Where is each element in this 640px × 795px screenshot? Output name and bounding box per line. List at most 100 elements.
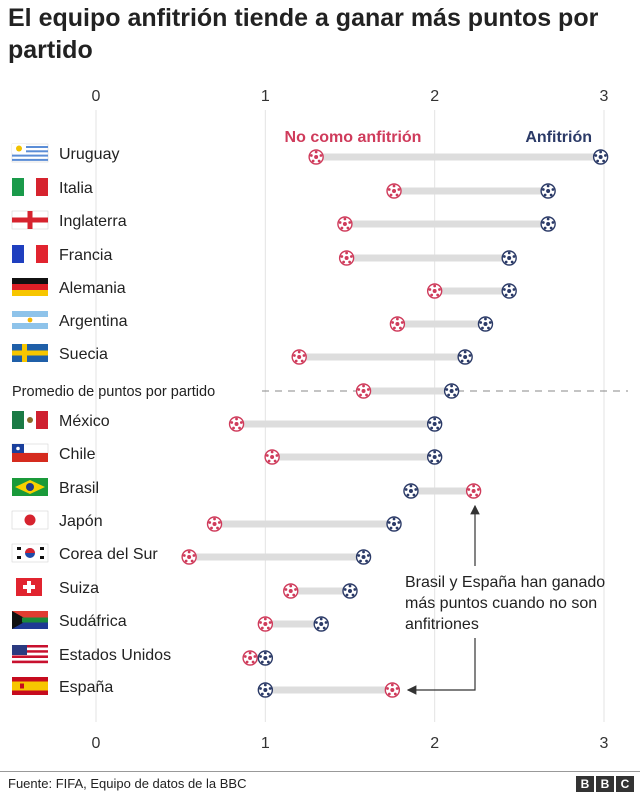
- point-not-host-patch: [340, 226, 344, 230]
- flag-sun: [27, 317, 33, 323]
- flag-band: [12, 323, 48, 329]
- point-host-patch: [404, 488, 408, 491]
- point-host-patch: [432, 455, 437, 459]
- flag-stripe: [12, 652, 48, 656]
- point-not-host-patch: [187, 550, 191, 554]
- point-not-host-patch: [267, 459, 271, 463]
- point-not-host-patch: [289, 584, 293, 588]
- point-not-host-patch: [397, 188, 401, 191]
- point-not-host-patch: [235, 417, 238, 421]
- point-not-host-patch: [343, 217, 347, 221]
- chart-row: Promedio de puntos por partido: [12, 383, 628, 400]
- point-host-patch: [430, 459, 434, 463]
- bbc-logo-letter: B: [596, 776, 614, 792]
- mexico-flag: [12, 411, 48, 429]
- flag-pall: [22, 617, 48, 623]
- point-host-patch: [395, 526, 399, 530]
- point-not-host-patch: [294, 359, 298, 363]
- point-not-host-patch: [392, 189, 397, 193]
- point-not-host-patch: [263, 617, 267, 621]
- point-not-host-patch: [314, 150, 318, 154]
- point-not-host-patch: [432, 289, 437, 293]
- footer-divider: [0, 771, 640, 772]
- point-host-patch: [543, 193, 547, 197]
- point-not-host-patch: [245, 660, 249, 664]
- point-not-host-patch: [210, 526, 213, 530]
- point-host-patch: [316, 626, 320, 630]
- argentina-flag: [12, 311, 48, 329]
- point-not-host-patch: [292, 593, 296, 597]
- point-host-patch: [484, 317, 487, 321]
- point-host-patch: [365, 559, 368, 563]
- point-host-patch: [507, 284, 511, 288]
- point-not-host-patch: [430, 293, 434, 297]
- point-host-patch: [507, 256, 512, 260]
- chart-row: Chile: [11, 443, 443, 465]
- point-host-patch: [453, 393, 456, 397]
- point-not-host-patch: [302, 354, 306, 357]
- point-not-host-patch: [342, 222, 347, 226]
- x-tick-label-top: 3: [600, 88, 609, 105]
- point-not-host-patch: [216, 526, 219, 530]
- point-host-patch: [436, 426, 440, 430]
- point-host-patch: [392, 522, 397, 526]
- point-host-patch: [259, 655, 262, 658]
- source-note: Fuente: FIFA, Equipo de datos de la BBC: [8, 776, 247, 791]
- point-not-host-patch: [395, 322, 400, 326]
- italy-flag: [12, 178, 48, 196]
- country-label: Inglaterra: [59, 213, 127, 230]
- point-host-patch: [450, 384, 453, 388]
- point-host-patch: [481, 326, 484, 330]
- point-host-patch: [488, 321, 492, 324]
- point-not-host-patch: [396, 317, 399, 321]
- point-host-patch: [546, 189, 551, 193]
- point-host-patch: [263, 651, 267, 655]
- flag-band: [12, 311, 48, 317]
- point-not-host-patch: [217, 521, 221, 524]
- point-host-patch: [361, 555, 366, 559]
- flag-stripe: [12, 655, 48, 658]
- annotation-text: Brasil y España han ganado más puntos cu…: [405, 574, 606, 633]
- point-host-patch: [389, 526, 393, 530]
- chart-row: Inglaterra: [11, 210, 556, 232]
- chile-flag: [11, 443, 49, 462]
- point-not-host-patch: [438, 288, 441, 291]
- chart-row: España: [12, 677, 401, 698]
- point-not-host-patch: [232, 426, 235, 430]
- point-host-patch: [438, 454, 441, 457]
- point-not-host-patch: [428, 288, 432, 291]
- bbc-logo: B B C: [576, 776, 634, 792]
- point-not-host-patch: [477, 488, 480, 491]
- point-host-patch: [546, 222, 551, 226]
- point-host-patch: [432, 422, 437, 426]
- point-not-host-patch: [309, 154, 313, 157]
- point-not-host-patch: [311, 159, 315, 163]
- point-not-host-patch: [389, 193, 393, 197]
- point-not-host-patch: [184, 559, 188, 563]
- point-not-host-patch: [248, 651, 252, 655]
- flag-disc: [24, 514, 36, 526]
- flag-stripe: [12, 645, 48, 648]
- point-not-host-patch: [436, 293, 440, 297]
- point-not-host-patch: [362, 384, 365, 388]
- point-not-host-patch: [392, 184, 396, 188]
- x-tick-label-top: 0: [92, 88, 101, 105]
- flag-emblem: [27, 417, 33, 423]
- point-host-patch: [512, 288, 516, 291]
- point-host-patch: [487, 326, 490, 330]
- point-host-patch: [409, 484, 413, 488]
- flag-arms: [20, 683, 24, 689]
- country-label: Suiza: [59, 580, 99, 597]
- point-host-patch: [406, 493, 410, 497]
- point-host-patch: [546, 217, 550, 221]
- point-not-host-patch: [395, 687, 399, 690]
- point-host-patch: [433, 417, 437, 421]
- point-host-patch: [502, 288, 506, 291]
- dumbbell-chart: 0 1 2 3 0 1 2 3 No como anfitrión Anfitrión Uru…: [11, 88, 628, 752]
- point-host-patch: [455, 388, 458, 391]
- point-not-host-patch: [314, 155, 319, 159]
- point-host-patch: [596, 159, 600, 163]
- flag-trigram: [17, 556, 21, 559]
- point-host-patch: [324, 621, 328, 624]
- point-host-patch: [366, 554, 370, 557]
